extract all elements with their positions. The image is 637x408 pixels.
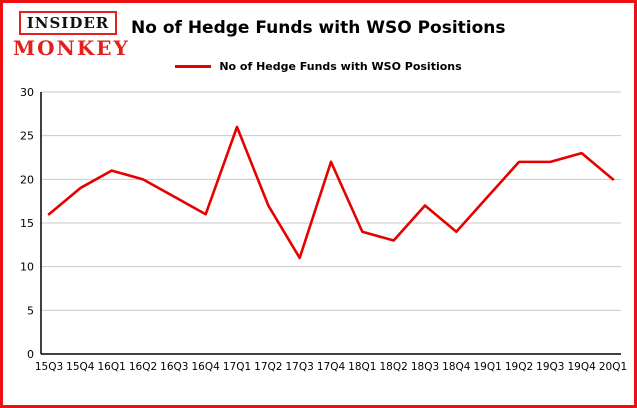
y-axis-tick-label: 0 <box>27 348 34 361</box>
y-axis-tick-label: 25 <box>20 130 34 143</box>
y-axis-tick-label: 5 <box>27 304 34 317</box>
legend-line-swatch <box>175 65 212 68</box>
x-axis-tick-label: 19Q2 <box>505 361 533 373</box>
x-axis-tick-label: 17Q2 <box>254 361 282 373</box>
x-axis-tick-label: 16Q1 <box>98 361 126 373</box>
insider-monkey-logo: INSIDER MONKEY <box>13 11 130 60</box>
x-axis-tick-label: 18Q4 <box>442 361 471 373</box>
x-axis-tick-label: 16Q4 <box>192 361 221 373</box>
y-axis-tick-label: 10 <box>20 261 34 274</box>
x-axis-tick-label: 17Q1 <box>223 361 251 373</box>
line-chart: 0 5 10 15 20 25 30 15Q3 15Q4 16Q1 16Q2 16Q3 16Q4 17Q1… <box>20 86 627 373</box>
x-axis-tick-label: 16Q3 <box>160 361 188 373</box>
logo-insider-text: INSIDER <box>18 11 118 35</box>
chart-title: No of Hedge Funds with WSO Positions <box>131 18 506 38</box>
data-line <box>47 125 615 260</box>
x-axis-tick-label: 17Q4 <box>317 361 346 373</box>
y-axis-tick-label: 20 <box>20 173 34 186</box>
logo-monkey-text: MONKEY <box>13 36 130 60</box>
x-axis-tick-label: 20Q1 <box>599 361 627 373</box>
legend-label: No of Hedge Funds with WSO Positions <box>219 60 462 73</box>
chart-legend: No of Hedge Funds with WSO Positions <box>3 60 634 73</box>
x-axis-tick-label: 19Q3 <box>536 361 564 373</box>
x-axis-tick-label: 17Q3 <box>286 361 314 373</box>
x-axis-tick-label: 18Q1 <box>348 361 376 373</box>
x-axis-tick-label: 18Q3 <box>411 361 439 373</box>
x-axis-tick-label: 19Q1 <box>474 361 502 373</box>
x-axis-tick-label: 15Q4 <box>66 361 95 373</box>
x-axis-tick-label: 15Q3 <box>35 361 63 373</box>
y-axis-tick-label: 30 <box>20 86 34 99</box>
y-axis-tick-label: 15 <box>20 217 34 230</box>
x-axis-tick-label: 19Q4 <box>568 361 597 373</box>
x-axis-tick-label: 18Q2 <box>380 361 408 373</box>
x-axis-tick-label: 16Q2 <box>129 361 157 373</box>
